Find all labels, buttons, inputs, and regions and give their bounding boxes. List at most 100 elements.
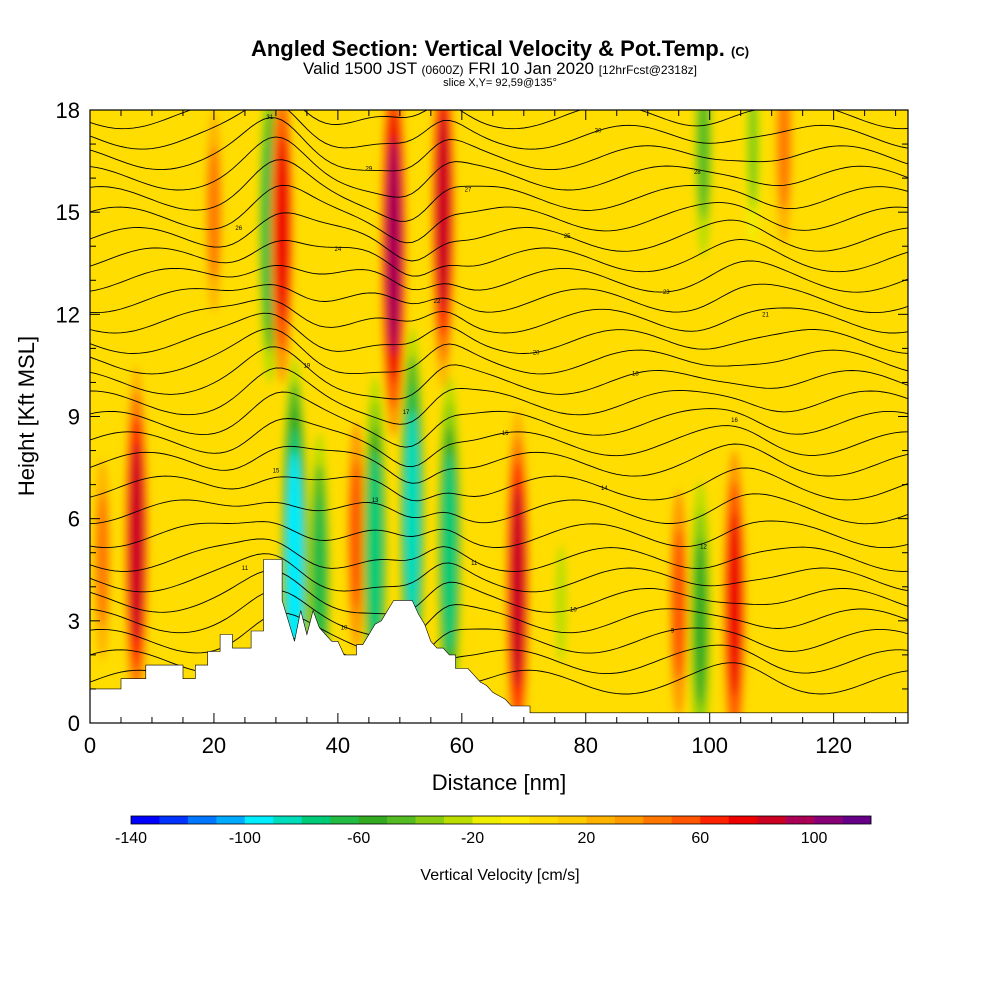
theta-contour-label: 9	[671, 628, 675, 634]
theta-contour-label: 28	[694, 170, 701, 176]
colorbar-tick-label: 20	[577, 830, 595, 847]
theta-contour-label: 24	[335, 247, 342, 253]
velocity-blob	[350, 460, 363, 612]
chart-subtitle: Valid 1500 JST (0600Z) FRI 10 Jan 2020 […	[0, 59, 1000, 79]
colorbar-tick-label: -100	[229, 830, 261, 847]
colorbar-swatch	[387, 816, 416, 824]
theta-contour-label: 16	[502, 431, 509, 437]
terrain-profile	[89, 559, 909, 724]
theta-contour-line	[90, 367, 908, 425]
velocity-field	[93, 110, 793, 723]
colorbar-frame	[130, 815, 872, 825]
velocity-blobs	[93, 110, 793, 723]
velocity-blob	[510, 485, 525, 688]
y-axis-label: Height [Kft MSL]	[14, 336, 39, 496]
theta-contour-label: 11	[242, 566, 249, 572]
theta-contour-label: 16	[731, 418, 738, 424]
subtitle-date: FRI 10 Jan 2020	[468, 59, 594, 78]
colorbar-swatch	[728, 816, 758, 824]
theta-contour-label: 26	[235, 226, 242, 232]
theta-contour-label: 12	[700, 544, 707, 550]
velocity-blob	[697, 110, 710, 220]
colorbar-tick-label: 100	[801, 830, 828, 847]
chart-title: Angled Section: Vertical Velocity & Pot.…	[0, 36, 1000, 62]
colorbar-swatch	[814, 816, 843, 824]
theta-contour-line	[90, 443, 908, 484]
theta-contour-line	[90, 493, 908, 525]
x-tick-label: 20	[202, 733, 226, 758]
colorbar-swatch	[700, 816, 729, 824]
theta-contour-label: 13	[372, 498, 379, 504]
velocity-blob	[672, 528, 685, 680]
colorbar-tick-label: -20	[461, 830, 484, 847]
colorbar-swatch	[643, 816, 673, 824]
theta-contour-line	[90, 110, 908, 130]
theta-contour-line	[90, 467, 908, 502]
theta-contour-line	[90, 538, 908, 572]
theta-contour-line	[90, 391, 908, 448]
theta-contour-label: 10	[570, 607, 577, 613]
x-tick-label: 40	[326, 733, 350, 758]
x-axis-label: Distance [nm]	[432, 770, 567, 795]
theta-contour-line	[90, 117, 908, 172]
colorbar-swatch	[330, 816, 359, 824]
theta-contour-label: 10	[341, 625, 348, 631]
theta-contour-label: 20	[533, 350, 540, 356]
theta-contour-line	[90, 159, 908, 222]
colorbar-swatch	[671, 816, 701, 824]
theta-contour-line	[90, 520, 908, 549]
theta-contour-label: 31	[266, 115, 273, 121]
colorbar-swatch	[757, 816, 786, 824]
theta-contour-label: 30	[595, 129, 602, 135]
colorbar-tick-label: -60	[347, 830, 370, 847]
theta-contour-label: 29	[366, 166, 373, 172]
colorbar-swatch	[842, 816, 872, 824]
colorbar-swatch	[244, 816, 274, 824]
colorbar-tick-label: 60	[691, 830, 709, 847]
x-tick-label: 80	[574, 733, 598, 758]
theta-contour-label: 14	[601, 486, 608, 492]
y-tick-label: 3	[68, 609, 80, 634]
colorbar-swatch	[415, 816, 445, 824]
colorbar-swatch	[159, 816, 189, 824]
theta-contour-label: 19	[304, 363, 311, 369]
colorbar-swatch	[501, 816, 530, 824]
velocity-blob	[96, 492, 109, 627]
colorbar-swatch	[586, 816, 616, 824]
theta-contour-label: 11	[471, 561, 478, 567]
colorbar-swatch	[444, 816, 473, 824]
x-tick-label: 100	[691, 733, 728, 758]
theta-contour-line	[90, 283, 908, 314]
theta-contour-label: 21	[762, 313, 769, 319]
velocity-blob	[694, 536, 707, 705]
velocity-blob	[208, 144, 220, 280]
subtitle-zulu: (0600Z)	[421, 63, 464, 77]
colorbar-swatch	[216, 816, 246, 824]
subtitle-valid: Valid 1500 JST	[303, 59, 417, 78]
chart-title-main: Angled Section: Vertical Velocity & Pot.…	[250, 36, 725, 61]
theta-contour-line	[90, 238, 908, 277]
colorbar-swatch	[614, 816, 644, 824]
theta-contour-line	[90, 346, 908, 400]
theta-contour-label: 17	[403, 410, 410, 416]
theta-contour-line	[90, 589, 908, 641]
theta-contour-label: 15	[273, 469, 280, 475]
colorbar-swatch	[785, 816, 815, 824]
theta-contour-line	[90, 260, 908, 293]
theta-contour-line	[90, 570, 908, 615]
y-tick-label: 0	[68, 711, 80, 736]
velocity-blob	[368, 451, 383, 654]
colorbar: -140 -100 -60 -20 20 60 100	[115, 815, 872, 847]
theta-contour-line	[90, 298, 908, 334]
theta-contour-line	[90, 418, 908, 468]
colorbar-swatch	[472, 816, 502, 824]
colorbar-swatch	[187, 816, 217, 824]
theta-contour-label: 22	[434, 299, 441, 305]
velocity-blob	[747, 110, 759, 212]
y-tick-label: 9	[68, 405, 80, 430]
velocity-blob	[404, 409, 420, 628]
colorbar-swatch	[358, 816, 388, 824]
y-tick-label: 12	[56, 302, 80, 327]
theta-contour-line	[90, 328, 908, 375]
velocity-blob	[442, 451, 457, 654]
